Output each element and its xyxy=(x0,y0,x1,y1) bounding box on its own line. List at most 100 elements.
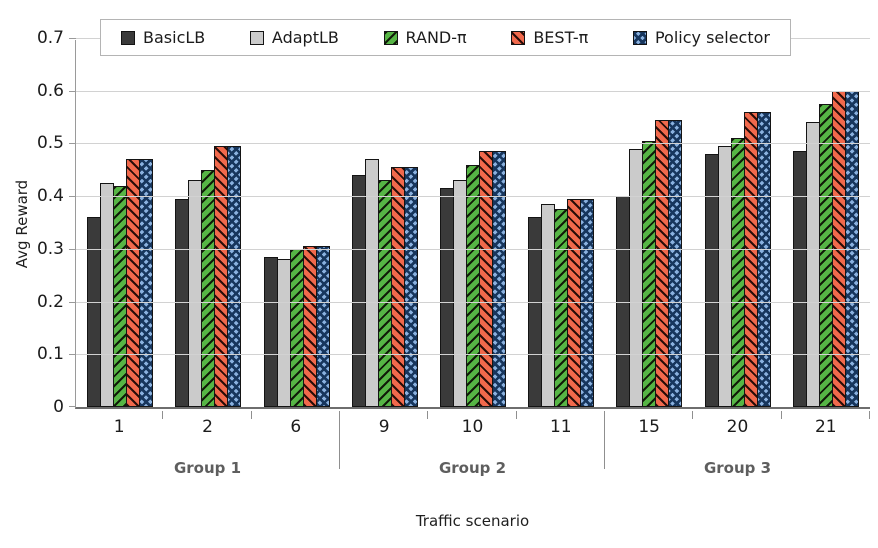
legend-swatch-rand-icon xyxy=(383,30,398,45)
x-tick-label-15: 15 xyxy=(638,417,660,437)
gridline-0.1 xyxy=(76,354,870,355)
bar-adapt-scenario-21 xyxy=(805,122,820,407)
bar-best-scenario-20 xyxy=(743,112,758,407)
bars-container xyxy=(76,40,870,407)
legend-swatch-basic-icon xyxy=(121,30,135,45)
gridline-0.4 xyxy=(76,196,870,197)
legend: BasicLB AdaptLB RAND-π BEST-π Policy selecto… xyxy=(100,19,791,56)
y-tick xyxy=(69,196,76,197)
bar-rand-scenario-1 xyxy=(113,186,128,407)
bar-rand-scenario-21 xyxy=(818,104,833,407)
bar-basic-scenario-6 xyxy=(263,257,278,407)
x-tick-label-20: 20 xyxy=(726,417,749,437)
legend-item-adapt: AdaptLB xyxy=(249,28,339,47)
group-label-group-2: Group 2 xyxy=(438,459,507,477)
x-tick-label-9: 9 xyxy=(378,417,390,437)
category-cell-15 xyxy=(605,40,693,407)
x-tick-labels: 1 2 6 9 10 11 15 20 21 xyxy=(75,417,870,437)
bar-best-scenario-9 xyxy=(390,167,405,407)
gridline-0.6 xyxy=(76,91,870,92)
legend-swatch-policy-icon xyxy=(632,30,647,45)
bar-policy-scenario-9 xyxy=(403,167,418,407)
category-cell-21 xyxy=(782,40,870,407)
bar-best-scenario-15 xyxy=(655,120,670,407)
gridline-0.3 xyxy=(76,249,870,250)
bar-basic-scenario-20 xyxy=(704,154,719,407)
bar-basic-scenario-1 xyxy=(87,217,102,407)
category-cell-1 xyxy=(76,40,164,407)
bar-basic-scenario-10 xyxy=(439,188,454,407)
y-tick xyxy=(69,354,76,355)
y-tick-label-0.1: 0.1 xyxy=(36,344,64,364)
group-label-group-1: Group 1 xyxy=(173,459,242,477)
category-cell-6 xyxy=(252,40,340,407)
y-tick xyxy=(69,143,76,144)
gridline-0.5 xyxy=(76,143,870,144)
bar-rand-scenario-2 xyxy=(201,170,216,407)
bar-adapt-scenario-2 xyxy=(188,180,203,407)
x-tick-label-21: 21 xyxy=(814,417,837,437)
bar-policy-scenario-20 xyxy=(756,112,771,407)
x-tick-label-11: 11 xyxy=(549,417,572,437)
bar-adapt-scenario-1 xyxy=(100,183,115,407)
y-tick xyxy=(69,406,76,407)
bar-rand-scenario-11 xyxy=(554,209,569,407)
bar-policy-scenario-10 xyxy=(491,151,506,407)
x-axis-title: Traffic scenario xyxy=(415,512,530,530)
category-cell-2 xyxy=(164,40,252,407)
y-tick xyxy=(69,249,76,250)
bar-basic-scenario-11 xyxy=(528,217,543,407)
y-tick-label-0.7: 0.7 xyxy=(36,28,64,48)
bar-rand-scenario-10 xyxy=(465,165,480,407)
category-cell-9 xyxy=(341,40,429,407)
bar-rand-scenario-20 xyxy=(730,138,745,407)
y-tick-label-0.4: 0.4 xyxy=(36,186,64,206)
bar-policy-scenario-6 xyxy=(315,246,330,407)
legend-item-best: BEST-π xyxy=(511,28,588,47)
bar-policy-scenario-15 xyxy=(668,120,683,407)
legend-label-basic: BasicLB xyxy=(143,28,206,47)
y-tick xyxy=(69,302,76,303)
x-tick-label-10: 10 xyxy=(461,417,484,437)
bar-basic-scenario-9 xyxy=(351,175,366,407)
bar-adapt-scenario-15 xyxy=(629,149,644,407)
legend-item-policy: Policy selector xyxy=(632,28,770,47)
bar-best-scenario-10 xyxy=(478,151,493,407)
bar-rand-scenario-9 xyxy=(377,180,392,407)
bar-policy-scenario-11 xyxy=(580,199,595,407)
plot-area: 0 0.1 0.2 0.3 0.4 0.5 0.6 0.7 xyxy=(37,29,870,416)
y-tick-label-0.6: 0.6 xyxy=(36,81,64,101)
y-tick-label-0.5: 0.5 xyxy=(36,133,64,153)
bar-policy-scenario-1 xyxy=(139,159,154,407)
legend-swatch-adapt-icon xyxy=(249,30,264,45)
bar-best-scenario-1 xyxy=(126,159,141,407)
bar-best-scenario-2 xyxy=(214,146,229,407)
bar-basic-scenario-2 xyxy=(175,199,190,407)
bar-best-scenario-6 xyxy=(302,246,317,407)
category-cell-11 xyxy=(517,40,605,407)
bar-basic-scenario-21 xyxy=(792,151,807,407)
legend-label-best: BEST-π xyxy=(533,28,589,47)
legend-item-rand: RAND-π xyxy=(383,28,467,47)
y-tick-label-0.3: 0.3 xyxy=(36,239,64,259)
y-tick xyxy=(69,91,76,92)
legend-label-policy: Policy selector xyxy=(654,28,770,47)
legend-swatch-best-icon xyxy=(511,30,526,45)
legend-label-rand: RAND-π xyxy=(405,28,467,47)
group-labels: Group 1 Group 2 Group 3 xyxy=(75,459,870,477)
bar-policy-scenario-2 xyxy=(227,146,242,407)
category-cell-20 xyxy=(694,40,782,407)
x-tick-label-2: 2 xyxy=(202,417,213,437)
x-tick-label-1: 1 xyxy=(113,417,125,437)
y-tick xyxy=(69,38,76,39)
bar-adapt-scenario-11 xyxy=(541,204,556,407)
x-tick-label-6: 6 xyxy=(290,417,302,437)
group-label-group-3: Group 3 xyxy=(703,459,772,477)
bar-rand-scenario-15 xyxy=(642,141,657,407)
bar-best-scenario-11 xyxy=(567,199,582,407)
bar-adapt-scenario-10 xyxy=(452,180,467,407)
bar-rand-scenario-6 xyxy=(289,249,304,407)
category-cell-10 xyxy=(429,40,517,407)
y-tick-label-0: 0 xyxy=(53,397,64,417)
